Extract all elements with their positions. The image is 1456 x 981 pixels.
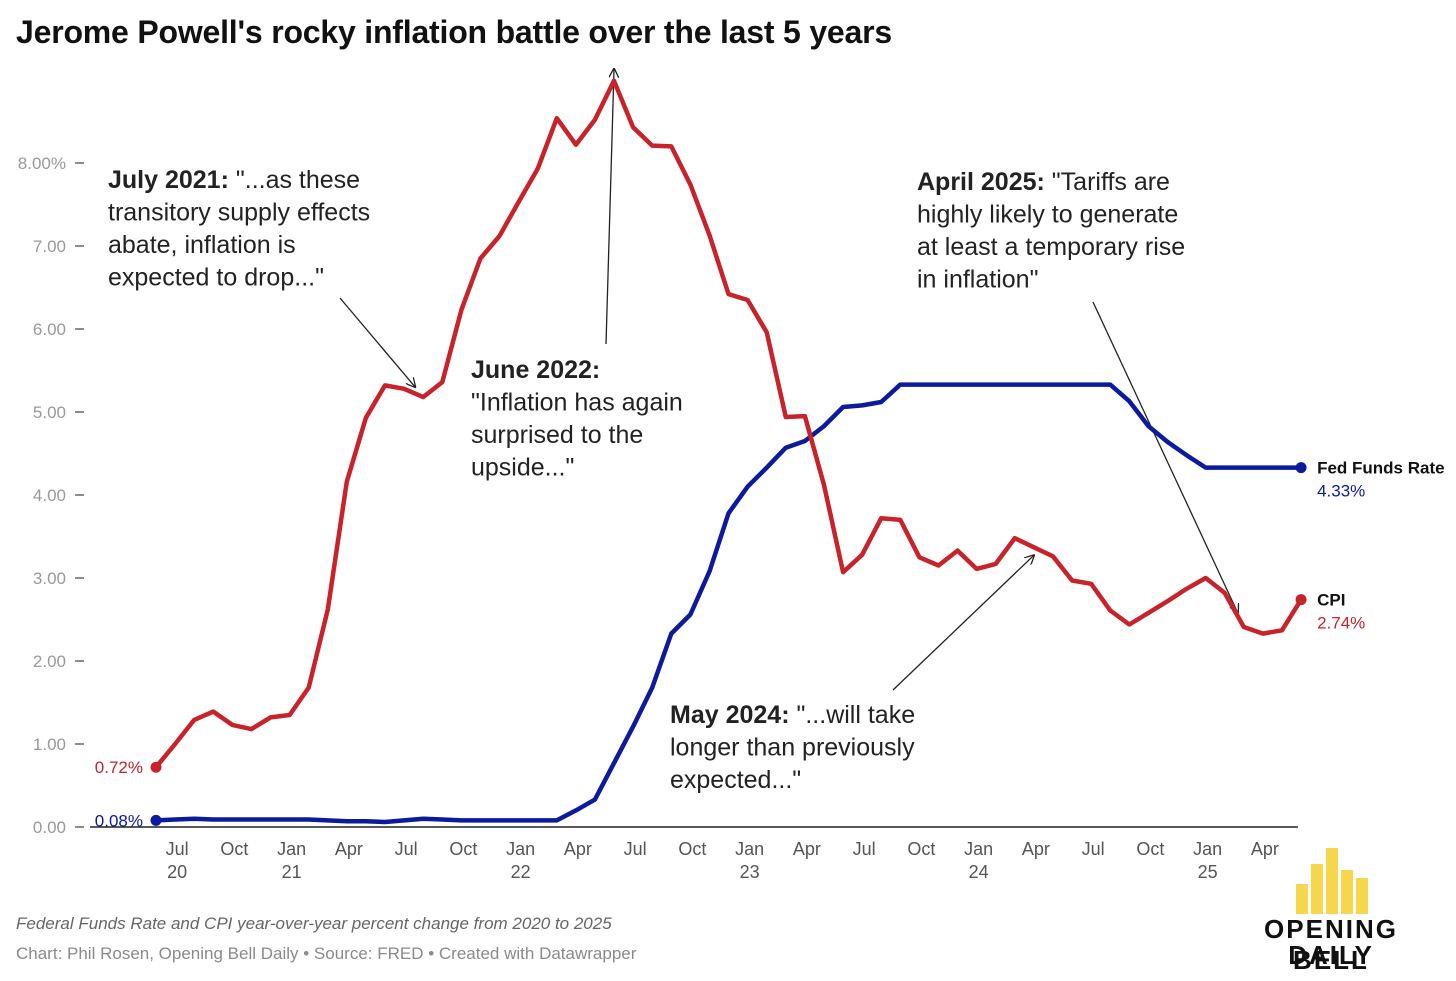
y-tick-label: 1.00 (33, 735, 66, 754)
annotation-text: May 2024: "...will take longer than previ… (670, 701, 915, 794)
annotation-texts: July 2021: "...as these transitory supply… (108, 166, 1185, 794)
x-tick-label: Oct (449, 839, 477, 859)
x-tick-label: Jul (624, 839, 647, 859)
y-tick-label: 4.00 (33, 486, 66, 505)
line-chart: 0.00 1.00 2.00 3.00 4.00 5.00 6.00 7.00 8.00% Ju… (18, 0, 1445, 882)
x-tick-label: Apr (564, 839, 592, 859)
y-axis: 0.00 1.00 2.00 3.00 4.00 5.00 6.00 7.00 8.00% (18, 154, 84, 837)
x-tick-label: Jul (1082, 839, 1105, 859)
bar-chart-logo-icon (1296, 848, 1368, 914)
x-tick-label: Apr (335, 839, 363, 859)
x-tick-label: Jul (853, 839, 876, 859)
x-axis: Jul 20 Oct Jan 21 Apr Jul Oct Jan 22 Apr Jul Oct Jan 2… (90, 826, 1298, 882)
annotation-text: June 2022: "Inflation has again surprised … (471, 356, 683, 482)
x-tick-label: Jan (506, 839, 535, 859)
series-layer: 0.72% CPI 2.74% 0.08% Fed Funds Rate 4.33% (95, 78, 1445, 830)
annotation-arrow (339, 297, 415, 387)
series-start-label-fed-funds-rate: 0.08% (95, 811, 143, 830)
series-end-label-fed-funds-rate: 4.33% (1317, 482, 1365, 501)
y-tick-label: 6.00 (33, 320, 66, 339)
x-tick-label: Oct (220, 839, 248, 859)
annotation-arrows (339, 69, 1238, 691)
x-tick-year-label: 25 (1198, 862, 1218, 882)
series-line-cpi (153, 78, 1304, 770)
series-line-fed-funds-rate (153, 382, 1304, 825)
x-tick-label: Jan (735, 839, 764, 859)
x-tick-label: Jul (166, 839, 189, 859)
x-tick-year-label: 21 (282, 862, 302, 882)
chart-title: Jerome Powell's rocky inflation battle o… (16, 14, 892, 50)
x-tick-label: Jan (277, 839, 306, 859)
series-name-label-fed-funds-rate: Fed Funds Rate (1317, 459, 1445, 478)
x-tick-year-label: 23 (740, 862, 760, 882)
series-name-label-cpi: CPI (1317, 591, 1345, 610)
y-tick-label: 8.00% (18, 154, 66, 173)
annotation-arrow (605, 69, 614, 345)
series-end-point-cpi (1295, 594, 1307, 606)
annotation-arrow (1092, 301, 1238, 613)
annotation-text: July 2021: "...as these transitory supply… (108, 166, 370, 292)
brand-name: OPENING BELL (1264, 914, 1398, 975)
series-end-point-fed-funds-rate (1295, 462, 1307, 474)
series-start-point-cpi (150, 761, 162, 773)
y-tick-label: 7.00 (33, 237, 66, 256)
x-tick-label: Oct (1136, 839, 1164, 859)
x-tick-label: Jan (964, 839, 993, 859)
x-tick-label: Apr (793, 839, 821, 859)
y-tick-label: 3.00 (33, 569, 66, 588)
x-tick-label: Oct (678, 839, 706, 859)
series-end-label-cpi: 2.74% (1317, 614, 1365, 633)
x-tick-year-label: 24 (969, 862, 989, 882)
x-tick-label: Apr (1022, 839, 1050, 859)
chart-source-notes: Chart: Phil Rosen, Opening Bell Daily • … (16, 944, 637, 963)
x-tick-label: Jul (395, 839, 418, 859)
x-tick-year-label: 20 (167, 862, 187, 882)
series-start-label-cpi: 0.72% (95, 758, 143, 777)
x-tick-label: Apr (1251, 839, 1279, 859)
series-start-point-fed-funds-rate (150, 814, 162, 826)
y-tick-label: 2.00 (33, 652, 66, 671)
x-tick-year-label: 22 (511, 862, 531, 882)
y-tick-label: 0.00 (33, 818, 66, 837)
brand-name-daily: DAILY (1288, 940, 1374, 970)
x-tick-label: Oct (907, 839, 935, 859)
annotation-text: April 2025: "Tariffs are highly likely to… (917, 168, 1185, 294)
chart-description: Federal Funds Rate and CPI year-over-yea… (16, 914, 612, 933)
annotation-arrow (892, 555, 1034, 691)
x-tick-label: Jan (1193, 839, 1222, 859)
y-tick-label: 5.00 (33, 403, 66, 422)
